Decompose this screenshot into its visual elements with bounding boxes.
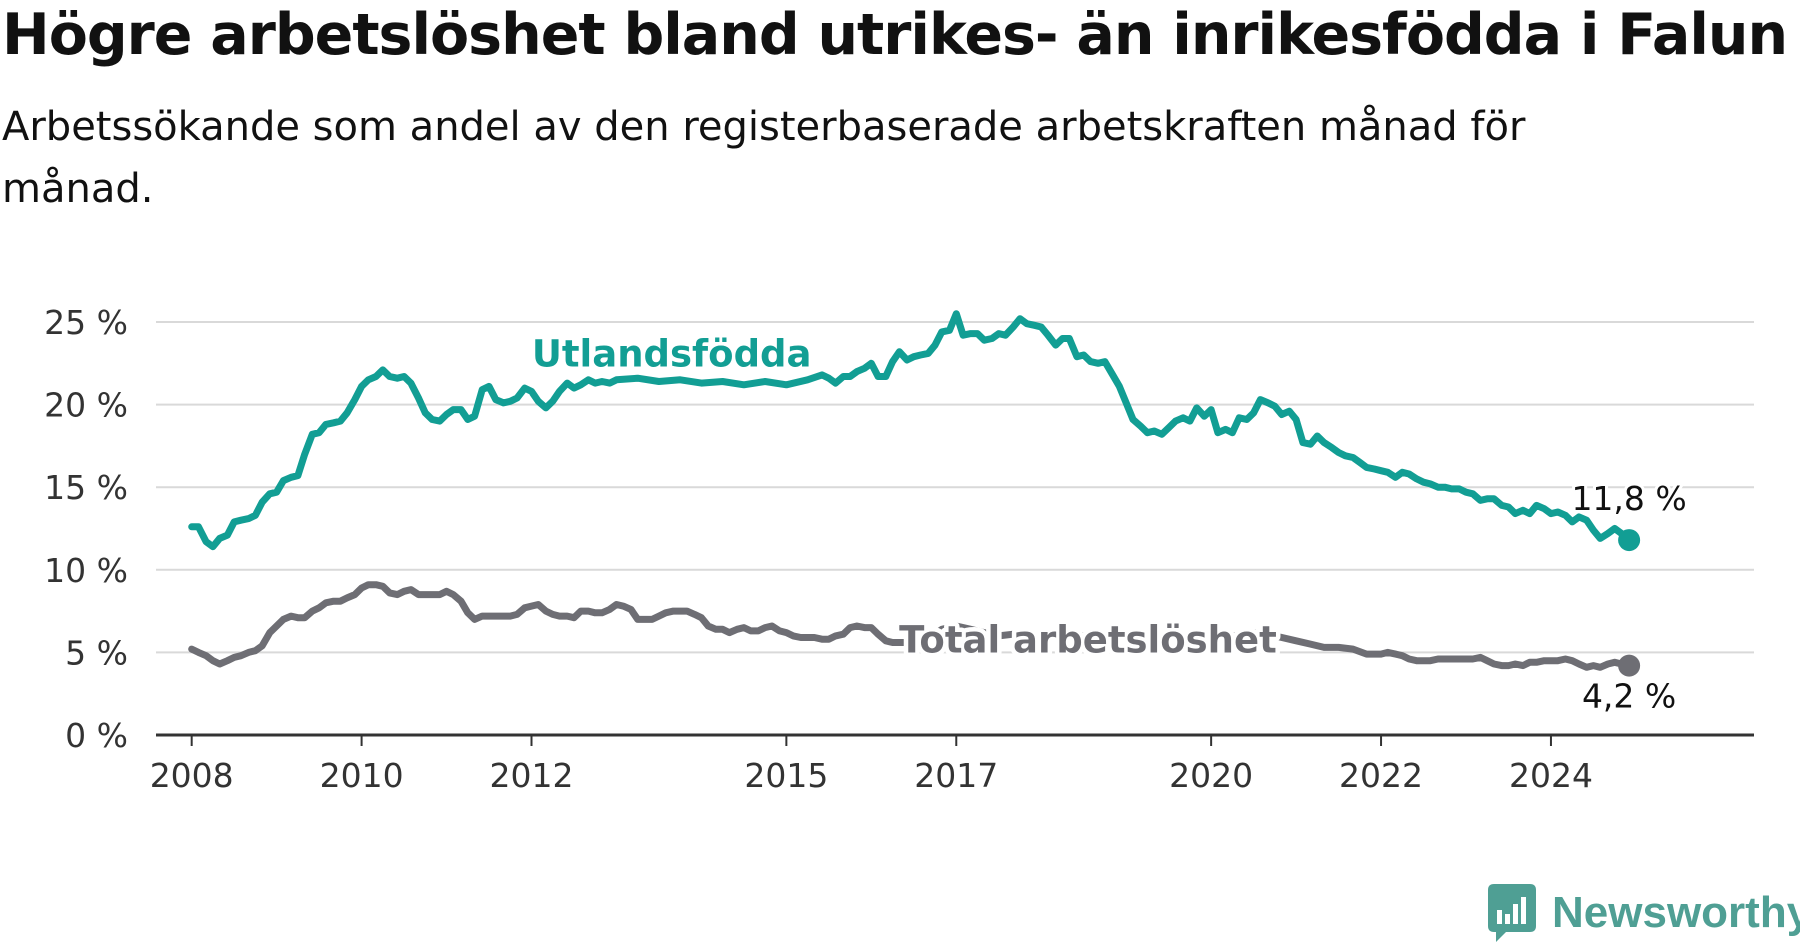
y-tick-label: 25 %	[44, 303, 128, 342]
x-tick-label: 2012	[490, 756, 574, 795]
y-tick-label: 20 %	[44, 386, 128, 425]
series-lines	[188, 310, 1641, 677]
y-axis-ticks: 0 % 5 % 10 % 15 % 20 % 25 %	[44, 303, 128, 755]
chart-subtitle: Arbetssökande som andel av den registerb…	[2, 104, 1526, 212]
newsworthy-logo-icon	[1488, 884, 1536, 942]
series-label-total-arbetsloshet: Total arbetslöshet	[899, 618, 1277, 661]
x-axis: 2008 2010 2012 2015 2017 2020 2022 2024	[150, 733, 1754, 795]
series-label-utlandsfodda: Utlandsfödda	[532, 333, 812, 376]
series-end-label: 11,8 %	[1571, 479, 1686, 518]
x-tick-label: 2020	[1169, 756, 1253, 795]
grid-lines	[156, 321, 1754, 654]
x-tick-label: 2022	[1339, 756, 1423, 795]
y-tick-label: 5 %	[65, 633, 128, 672]
series-end-label: 4,2 %	[1582, 677, 1676, 716]
brand-name: Newsworthy	[1552, 888, 1800, 937]
x-tick-label: 2015	[744, 756, 828, 795]
series-labels: 11,8 % 4,2 % Utlandsfödda Total arbetslöshe…	[527, 328, 1689, 719]
newsworthy-brand: Newsworthy	[1488, 884, 1800, 942]
series-end-point-utlandsfodda	[1618, 529, 1641, 552]
y-tick-label: 0 %	[65, 716, 128, 755]
chart-title: Högre arbetslöshet bland utrikes- än inr…	[2, 2, 1788, 68]
x-tick-label: 2010	[320, 756, 404, 795]
x-tick-label: 2017	[914, 756, 998, 795]
y-tick-label: 10 %	[44, 551, 128, 590]
series-line-total-arbetsloshet	[188, 581, 1633, 671]
series-end-point-total-arbetsloshet	[1618, 654, 1641, 677]
series-line-utlandsfodda	[188, 310, 1633, 551]
x-tick-label: 2024	[1509, 756, 1593, 795]
y-tick-label: 15 %	[44, 468, 128, 507]
x-tick-label: 2008	[150, 756, 234, 795]
